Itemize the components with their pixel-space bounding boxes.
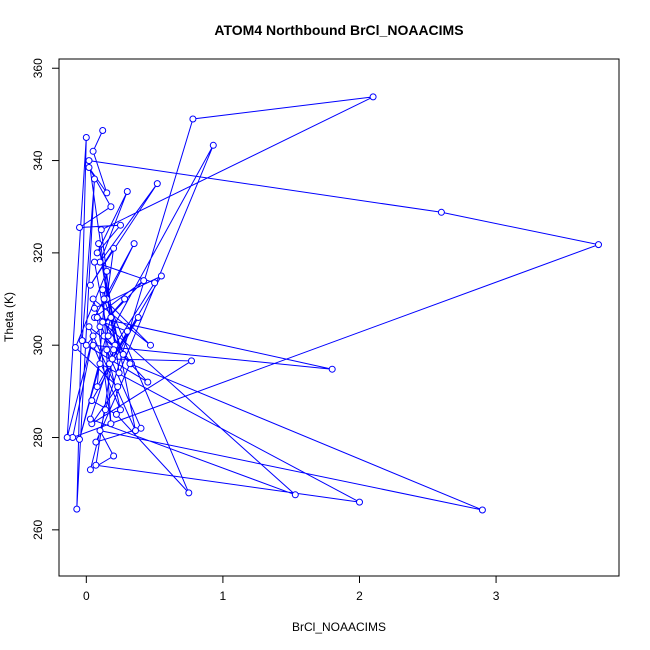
data-point bbox=[89, 295, 97, 303]
x-tick-label: 3 bbox=[493, 589, 500, 603]
data-point bbox=[99, 318, 107, 326]
data-point bbox=[114, 383, 122, 391]
data-point bbox=[89, 341, 97, 349]
data-point bbox=[91, 258, 98, 266]
data-point bbox=[119, 350, 127, 358]
data-point bbox=[437, 208, 445, 216]
data-point bbox=[151, 279, 159, 287]
data-point bbox=[107, 203, 115, 211]
data-point bbox=[123, 327, 131, 335]
data-point bbox=[112, 410, 120, 418]
data-point bbox=[97, 226, 105, 234]
y-axis-label: Theta (K) bbox=[2, 292, 16, 342]
data-point bbox=[103, 346, 111, 354]
data-point bbox=[103, 267, 111, 275]
data-point bbox=[91, 304, 98, 312]
y-tick-label: 300 bbox=[31, 335, 45, 355]
data-point bbox=[78, 337, 86, 345]
x-axis: 0 1 2 3 bbox=[83, 575, 500, 603]
data-point bbox=[73, 505, 81, 513]
data-point bbox=[107, 314, 115, 321]
data-point bbox=[209, 141, 217, 149]
data-point bbox=[100, 295, 108, 303]
x-tick-label: 1 bbox=[220, 589, 227, 603]
data-point bbox=[63, 434, 71, 441]
data-point bbox=[153, 180, 161, 188]
data-point bbox=[130, 240, 138, 248]
data-point bbox=[189, 115, 197, 123]
data-point bbox=[188, 357, 195, 365]
data-point bbox=[291, 491, 299, 499]
data-point bbox=[104, 332, 112, 340]
data-point bbox=[89, 332, 97, 340]
data-point bbox=[99, 127, 107, 134]
data-point bbox=[126, 360, 134, 368]
data-point bbox=[132, 427, 139, 435]
data-point bbox=[85, 157, 93, 165]
data-point bbox=[110, 452, 118, 460]
data-point bbox=[110, 346, 118, 354]
data-point bbox=[140, 277, 148, 285]
y-tick-label: 340 bbox=[31, 150, 45, 170]
data-point bbox=[144, 378, 152, 386]
series-points bbox=[63, 93, 602, 514]
data-point bbox=[91, 175, 98, 183]
data-point bbox=[157, 272, 165, 280]
y-tick-label: 360 bbox=[31, 58, 45, 78]
data-point bbox=[117, 221, 124, 229]
data-point bbox=[107, 420, 115, 428]
data-point bbox=[108, 355, 116, 363]
x-axis-label: BrCl_NOAACIMS bbox=[292, 620, 386, 634]
data-point bbox=[101, 406, 109, 414]
data-point bbox=[134, 314, 142, 321]
data-point bbox=[117, 406, 124, 414]
data-point bbox=[88, 397, 96, 405]
data-point bbox=[93, 249, 101, 257]
data-point bbox=[76, 435, 83, 443]
data-point bbox=[595, 241, 602, 249]
y-tick-label: 260 bbox=[31, 520, 45, 540]
data-point bbox=[92, 438, 100, 446]
data-point bbox=[89, 147, 97, 155]
data-point bbox=[96, 427, 104, 435]
data-point bbox=[185, 489, 193, 497]
data-point bbox=[76, 224, 83, 231]
data-point bbox=[82, 134, 90, 141]
data-point bbox=[85, 323, 93, 331]
data-point bbox=[93, 383, 101, 391]
data-point bbox=[356, 498, 363, 506]
data-point bbox=[95, 240, 103, 248]
y-tick-label: 320 bbox=[31, 243, 45, 263]
data-point bbox=[103, 189, 111, 197]
data-point bbox=[115, 369, 123, 377]
data-point bbox=[86, 466, 94, 474]
data-point bbox=[328, 365, 336, 373]
x-tick-label: 2 bbox=[356, 589, 363, 603]
data-point bbox=[71, 344, 79, 351]
data-point bbox=[369, 93, 377, 101]
data-point bbox=[82, 341, 90, 349]
chart-title: ATOM4 Northbound BrCl_NOAACIMS bbox=[214, 22, 463, 38]
data-point bbox=[110, 244, 118, 252]
data-point bbox=[147, 341, 154, 349]
x-tick-label: 0 bbox=[83, 589, 90, 603]
data-point bbox=[93, 314, 101, 321]
data-point bbox=[478, 506, 486, 514]
data-point bbox=[99, 286, 107, 294]
data-point bbox=[121, 295, 129, 303]
data-point bbox=[92, 461, 100, 469]
data-point bbox=[86, 415, 94, 423]
data-point bbox=[123, 188, 131, 195]
data-point bbox=[85, 164, 93, 171]
y-tick-label: 280 bbox=[31, 427, 45, 447]
y-axis: 260 280 300 320 340 360 bbox=[31, 58, 60, 540]
data-point bbox=[86, 281, 94, 289]
data-point bbox=[96, 360, 104, 368]
